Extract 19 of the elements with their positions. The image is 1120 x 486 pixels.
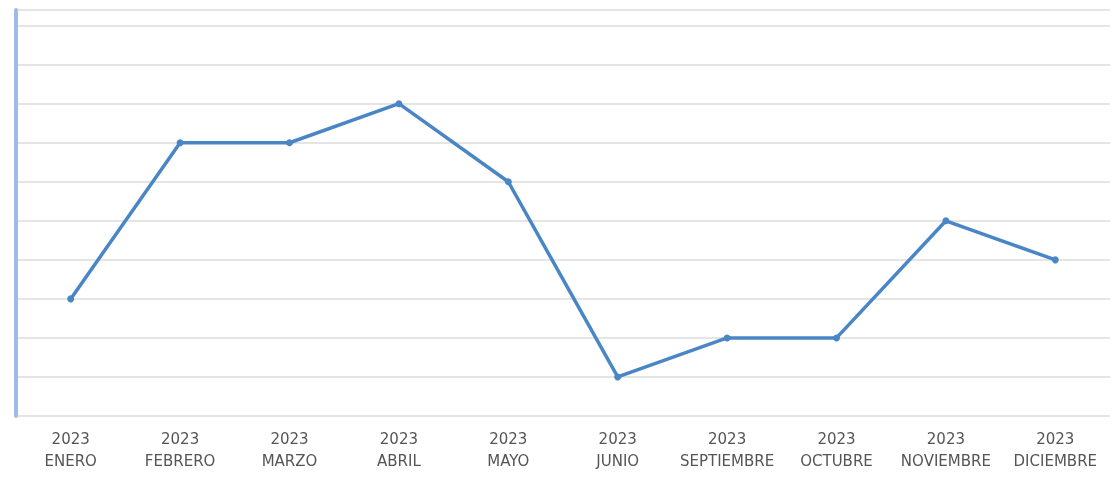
x-tick-label: 2023 DICIEMBRE xyxy=(1013,430,1098,470)
point xyxy=(67,295,75,303)
x-tick-label: 2023 JUNIO xyxy=(595,430,640,470)
x-tick-label: 2023 SEPTIEMBRE xyxy=(679,430,775,470)
x-tick-label: 2023 ENERO xyxy=(44,430,97,470)
point xyxy=(176,139,184,147)
point xyxy=(942,217,950,225)
x-tick-label: 2023 ABRIL xyxy=(377,430,422,470)
point xyxy=(833,334,840,342)
point xyxy=(395,100,403,108)
x-tick-label: 2023 NOVIEMBRE xyxy=(900,430,991,470)
point xyxy=(1051,256,1059,264)
point xyxy=(286,139,293,147)
x-tick-label: 2023 MARZO xyxy=(261,430,318,470)
x-tick-label: 2023 FEBRERO xyxy=(144,430,216,470)
point xyxy=(614,373,622,381)
x-tick-label: 2023 MAYO xyxy=(487,430,530,470)
x-tick-label: 2023 OCTUBRE xyxy=(800,430,873,470)
point xyxy=(504,178,512,186)
